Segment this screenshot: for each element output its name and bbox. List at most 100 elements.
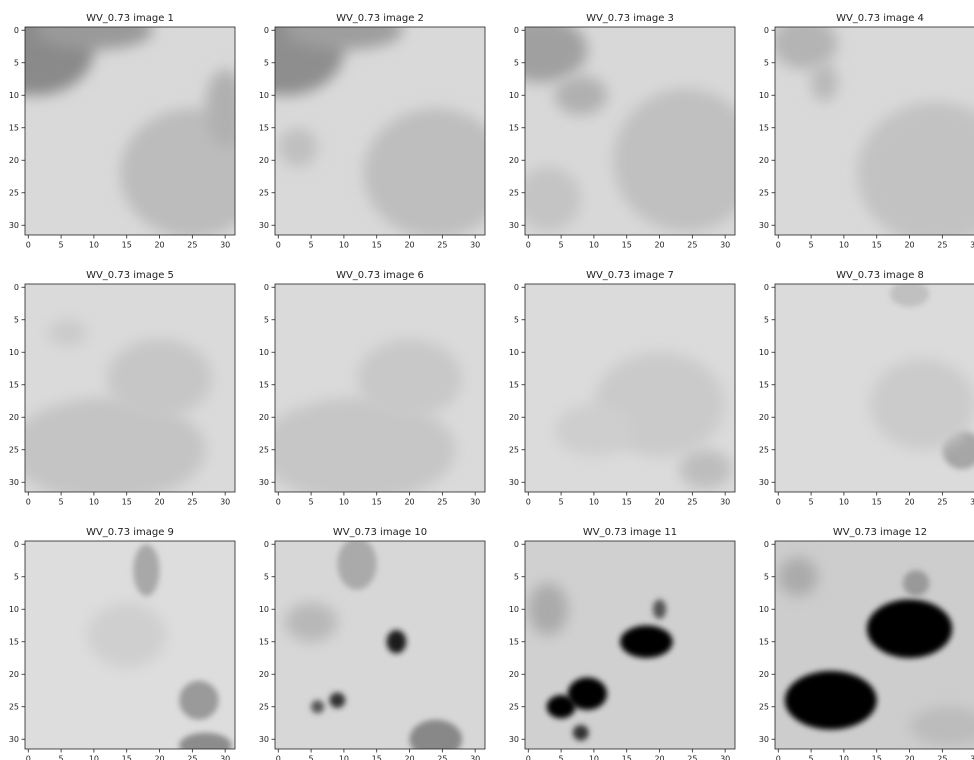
y-tick-label: 30 [259, 221, 269, 230]
image [775, 541, 974, 749]
x-tick-label: 5 [59, 241, 64, 250]
x-tick-label: 25 [187, 241, 197, 250]
image-region [572, 724, 589, 741]
x-tick-label: 30 [720, 241, 730, 250]
x-tick-label: 10 [589, 755, 599, 760]
panel: WV_0.73 image 12 0 5 10 15 20 25 30 0 5 10 15 20 25 30 [759, 527, 974, 760]
y-tick-label: 15 [759, 637, 769, 646]
y-tick-label: 25 [759, 702, 769, 711]
image-region [866, 599, 953, 658]
x-tick-label: 5 [559, 241, 564, 250]
x-tick-label: 5 [809, 755, 814, 760]
x-tick-label: 20 [154, 241, 164, 250]
image-region [275, 27, 344, 96]
x-tick-label: 10 [839, 755, 849, 760]
x-tick-label: 30 [970, 241, 974, 250]
panel-title: WV_0.73 image 7 [586, 270, 674, 281]
y-tick-label: 0 [14, 540, 19, 549]
image [525, 284, 735, 492]
x-tick-label: 30 [970, 755, 974, 760]
y-tick-label: 25 [259, 445, 269, 454]
x-tick-label: 10 [89, 755, 99, 760]
x-tick-label: 20 [654, 498, 664, 507]
x-tick-label: 5 [309, 755, 314, 760]
x-tick-label: 5 [559, 755, 564, 760]
image-region [311, 700, 325, 714]
y-tick-label: 5 [264, 315, 269, 324]
panel-title: WV_0.73 image 2 [336, 13, 424, 24]
y-tick-label: 30 [259, 735, 269, 744]
y-tick-label: 30 [759, 735, 769, 744]
image-region [275, 397, 456, 492]
panel: WV_0.73 image 9 0 5 10 15 20 25 30 0 5 10 15 20 25 30 [9, 527, 236, 760]
y-tick-label: 10 [759, 348, 769, 357]
y-tick-label: 30 [9, 478, 19, 487]
x-tick-label: 10 [339, 755, 349, 760]
axes-frame [24, 540, 236, 750]
axes-frame [774, 26, 974, 236]
image-region [179, 680, 219, 720]
y-tick-label: 0 [764, 283, 769, 292]
axes-frame [24, 283, 236, 493]
x-tick-label: 5 [309, 241, 314, 250]
x-tick-label: 20 [904, 755, 914, 760]
image-region [363, 108, 485, 235]
image-region [107, 339, 213, 418]
y-tick-label: 5 [514, 572, 519, 581]
image-region [554, 75, 608, 115]
image-region [278, 127, 318, 167]
image-region [525, 27, 588, 83]
axes-frame [274, 283, 486, 493]
image-region [778, 557, 818, 597]
panel-title: WV_0.73 image 8 [836, 270, 924, 281]
x-tick-label: 0 [276, 755, 281, 760]
image-region [784, 671, 877, 730]
image-region [528, 583, 568, 636]
y-tick-label: 20 [9, 413, 19, 422]
x-tick-label: 20 [154, 498, 164, 507]
y-tick-label: 5 [264, 58, 269, 67]
y-tick-label: 15 [9, 380, 19, 389]
image-region [909, 706, 974, 746]
y-tick-label: 25 [259, 702, 269, 711]
x-tick-label: 15 [622, 755, 632, 760]
x-tick-label: 25 [687, 241, 697, 250]
x-tick-label: 20 [654, 241, 664, 250]
y-tick-label: 0 [14, 26, 19, 35]
x-tick-label: 0 [776, 755, 781, 760]
y-tick-label: 15 [509, 123, 519, 132]
y-tick-label: 25 [509, 702, 519, 711]
y-tick-label: 15 [509, 380, 519, 389]
panel-title: WV_0.73 image 6 [336, 270, 424, 281]
image-region [25, 397, 206, 492]
image [275, 541, 485, 749]
image-region [133, 544, 160, 597]
image-region [870, 358, 974, 450]
image-region [329, 692, 346, 709]
x-tick-label: 20 [154, 755, 164, 760]
image-region [811, 62, 838, 102]
y-tick-label: 30 [509, 735, 519, 744]
y-tick-label: 5 [514, 315, 519, 324]
x-tick-label: 30 [470, 241, 480, 250]
image [525, 541, 735, 749]
image-region [889, 284, 930, 307]
image-region [409, 719, 463, 749]
x-tick-label: 30 [470, 498, 480, 507]
x-tick-label: 25 [937, 498, 947, 507]
x-tick-label: 0 [276, 498, 281, 507]
y-tick-label: 30 [9, 735, 19, 744]
y-tick-label: 10 [259, 348, 269, 357]
x-tick-label: 25 [437, 498, 447, 507]
image-region [679, 449, 732, 489]
x-tick-label: 30 [970, 498, 974, 507]
y-tick-label: 0 [764, 26, 769, 35]
x-tick-label: 5 [59, 755, 64, 760]
image-region [386, 630, 407, 654]
y-tick-label: 0 [14, 283, 19, 292]
x-tick-label: 25 [437, 755, 447, 760]
image-region [554, 404, 634, 457]
y-tick-label: 30 [509, 221, 519, 230]
y-tick-label: 5 [264, 572, 269, 581]
panel: WV_0.73 image 11 0 5 10 15 20 25 30 0 5 10 15 20 25 30 [509, 527, 736, 760]
